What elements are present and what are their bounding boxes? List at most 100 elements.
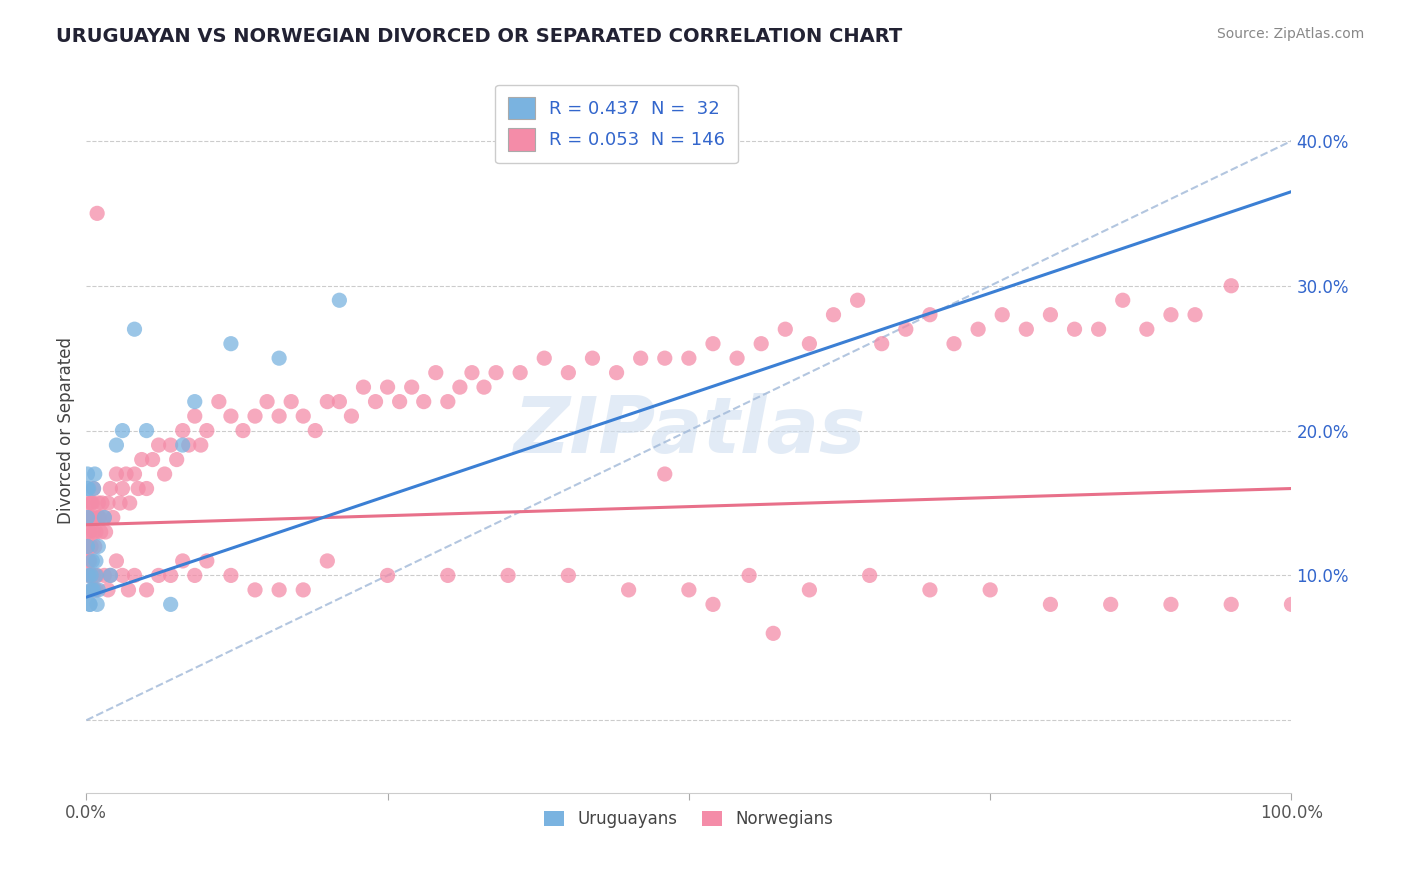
Point [581, 351, 603, 366]
Point [425, 366, 447, 380]
Text: ZIPatlas: ZIPatlas [513, 392, 865, 468]
Point [1184, 308, 1206, 322]
Point [124, 467, 146, 481]
Point [83, 510, 105, 524]
Point [190, 438, 212, 452]
Point [509, 366, 531, 380]
Point [702, 598, 724, 612]
Point [100, 568, 122, 582]
Point [87, 496, 110, 510]
Point [83, 482, 105, 496]
Point [340, 409, 363, 423]
Point [83, 467, 105, 481]
Point [991, 308, 1014, 322]
Point [219, 336, 242, 351]
Point [159, 438, 181, 452]
Point [131, 452, 153, 467]
Point [93, 568, 115, 582]
Point [918, 582, 941, 597]
Point [90, 524, 112, 539]
Point [1099, 598, 1122, 612]
Point [1039, 308, 1062, 322]
Point [77, 554, 100, 568]
Point [702, 336, 724, 351]
Point [894, 322, 917, 336]
Point [654, 467, 676, 481]
Point [1160, 308, 1182, 322]
Point [1039, 598, 1062, 612]
Point [111, 424, 134, 438]
Point [135, 482, 157, 496]
Point [79, 598, 101, 612]
Point [80, 568, 103, 582]
Point [799, 336, 821, 351]
Point [269, 351, 291, 366]
Point [86, 598, 108, 612]
Point [100, 482, 122, 496]
Point [630, 351, 652, 366]
Point [76, 524, 98, 539]
Point [353, 380, 375, 394]
Point [135, 424, 157, 438]
Point [870, 336, 893, 351]
Point [195, 424, 218, 438]
Point [485, 366, 508, 380]
Point [269, 409, 291, 423]
Point [472, 380, 495, 394]
Point [82, 496, 104, 510]
Point [533, 351, 555, 366]
Point [93, 510, 115, 524]
Point [292, 582, 315, 597]
Point [77, 482, 100, 496]
Point [1160, 598, 1182, 612]
Point [84, 524, 107, 539]
Point [943, 336, 966, 351]
Point [127, 482, 149, 496]
Point [172, 438, 194, 452]
Point [678, 351, 700, 366]
Point [97, 582, 120, 597]
Point [166, 452, 188, 467]
Point [823, 308, 845, 322]
Legend: Uruguayans, Norwegians: Uruguayans, Norwegians [537, 804, 841, 835]
Text: Source: ZipAtlas.com: Source: ZipAtlas.com [1216, 27, 1364, 41]
Point [377, 568, 399, 582]
Point [172, 424, 194, 438]
Point [377, 380, 399, 394]
Point [77, 568, 100, 582]
Point [111, 482, 134, 496]
Point [557, 568, 579, 582]
Point [77, 568, 100, 582]
Point [1087, 322, 1109, 336]
Point [76, 510, 98, 524]
Point [219, 568, 242, 582]
Point [148, 438, 170, 452]
Y-axis label: Divorced or Separated: Divorced or Separated [58, 337, 75, 524]
Point [79, 524, 101, 539]
Point [77, 496, 100, 510]
Point [76, 482, 98, 496]
Point [412, 394, 434, 409]
Point [749, 336, 772, 351]
Point [243, 409, 266, 423]
Point [148, 568, 170, 582]
Point [388, 394, 411, 409]
Point [79, 510, 101, 524]
Point [184, 409, 207, 423]
Point [799, 582, 821, 597]
Point [449, 380, 471, 394]
Point [135, 582, 157, 597]
Point [316, 394, 339, 409]
Point [83, 540, 105, 554]
Point [91, 496, 114, 510]
Point [105, 467, 128, 481]
Point [846, 293, 869, 308]
Point [292, 409, 315, 423]
Point [219, 409, 242, 423]
Point [678, 582, 700, 597]
Point [184, 394, 207, 409]
Point [79, 598, 101, 612]
Point [80, 496, 103, 510]
Point [105, 554, 128, 568]
Point [1112, 293, 1135, 308]
